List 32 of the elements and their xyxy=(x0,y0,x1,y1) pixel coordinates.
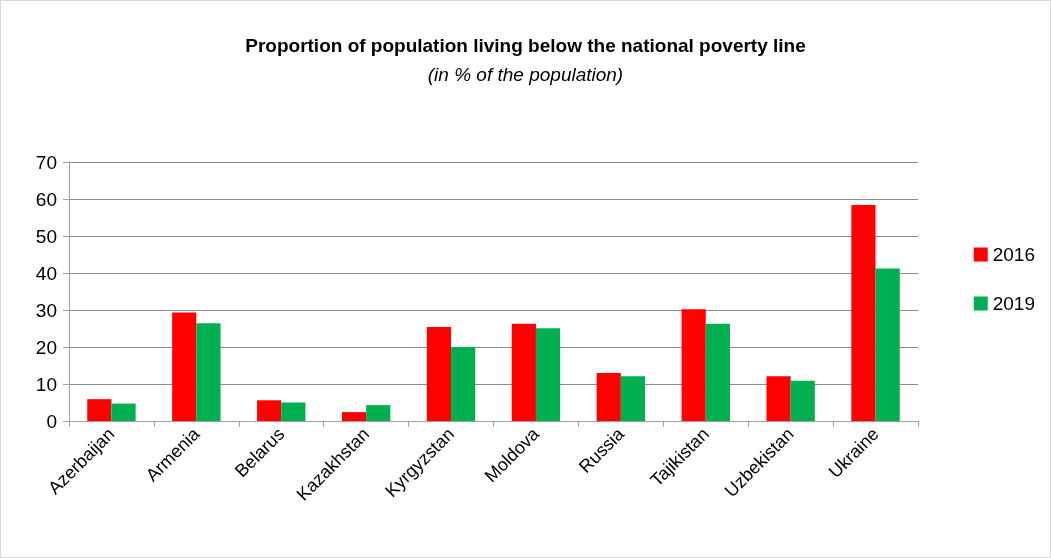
bar xyxy=(620,376,646,421)
bar xyxy=(681,309,706,421)
chart-title: Proportion of population living below the national poverty line xyxy=(245,35,806,56)
bar xyxy=(596,372,621,421)
bar xyxy=(766,376,791,421)
y-tick-label: 50 xyxy=(35,225,57,247)
bar xyxy=(87,399,112,421)
y-tick-label: 70 xyxy=(35,151,57,173)
bar xyxy=(172,312,197,421)
bar xyxy=(257,400,282,421)
y-tick-label: 10 xyxy=(35,373,57,395)
y-tick-label: 40 xyxy=(35,262,57,284)
y-tick-label: 0 xyxy=(46,410,57,432)
y-tick-label: 60 xyxy=(35,188,57,210)
bar xyxy=(790,380,815,421)
y-tick-label: 30 xyxy=(35,299,57,321)
bar xyxy=(875,268,900,421)
bar xyxy=(851,204,876,421)
y-tick-label: 20 xyxy=(35,336,57,358)
bar xyxy=(705,323,730,421)
chart-subtitle: (in % of the population) xyxy=(427,64,624,85)
bar xyxy=(366,405,391,421)
bar xyxy=(535,328,561,421)
bar xyxy=(281,402,306,421)
bar xyxy=(111,403,136,421)
bar xyxy=(451,347,476,421)
legend-label: 2016 xyxy=(992,244,1036,265)
bar xyxy=(511,323,536,421)
bar xyxy=(341,412,367,421)
bar xyxy=(426,327,452,421)
legend-label: 2019 xyxy=(992,293,1036,314)
bar xyxy=(196,323,221,421)
